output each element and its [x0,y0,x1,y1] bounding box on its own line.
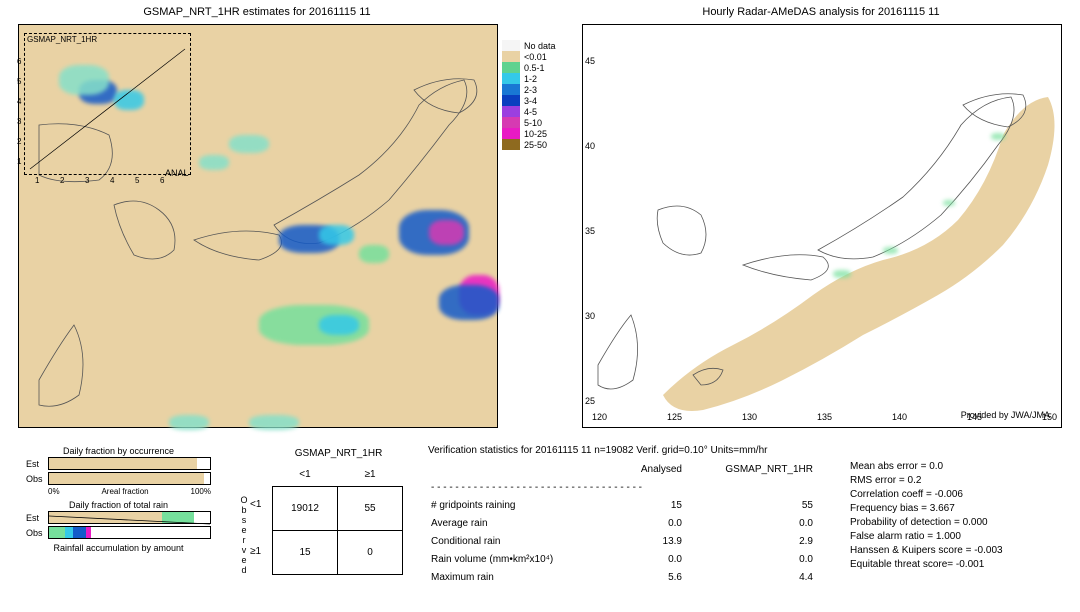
ct-10: 15 [273,530,338,574]
contingency-table: <1 ≥1 19012 55 15 0 [272,463,403,575]
verif-row-name: Rain volume (mm•km²x10⁴) [430,552,609,568]
occ-est-bar [48,457,211,470]
right-map [582,24,1062,428]
scale-left: 0% [48,487,60,496]
verif-row-a: 15 [611,498,700,514]
verif-panel: Verification statistics for 20161115 11 … [428,444,833,588]
verif-table: Analysed GSMAP_NRT_1HR - - - - - - - - -… [428,460,833,588]
score-line: False alarm ratio = 1.000 [850,530,1003,544]
verif-row-b: 0.0 [702,516,831,532]
ct-01: 55 [338,486,403,530]
legend-item: 3-4 [502,95,556,106]
left-map-title: GSMAP_NRT_1HR estimates for 20161115 11 [18,6,496,18]
ct-00: 19012 [273,486,338,530]
verif-row-name: # gridpoints raining [430,498,609,514]
scale-right: 100% [191,487,211,496]
contingency-panel: GSMAP_NRT_1HR Observed <1 ≥1 <1 ≥1 19012… [238,448,403,575]
row-lt-label: <1 [250,488,272,522]
scale-mid: Areal fraction [101,487,148,496]
verif-row-b: 0.0 [702,552,831,568]
verif-row-a: 5.6 [611,570,700,586]
col-lt: <1 [273,463,338,486]
verif-row-b: 2.9 [702,534,831,550]
tot-title: Daily fraction of total rain [26,500,211,510]
verif-row-b: 55 [702,498,831,514]
row-ge-label: ≥1 [250,535,272,569]
color-legend: No data<0.010.5-11-22-33-44-55-1010-2525… [502,40,556,150]
col-ge: ≥1 [338,463,403,486]
score-line: Equitable threat score= -0.001 [850,558,1003,572]
score-line: RMS error = 0.2 [850,474,1003,488]
legend-item: 1-2 [502,73,556,84]
obs-label: Obs [26,474,48,484]
tot-est-bar [48,511,211,524]
bars-panel: Daily fraction by occurrence Est Obs 0% … [26,446,211,553]
ct-title: GSMAP_NRT_1HR [274,448,403,459]
score-line: Probability of detection = 0.000 [850,516,1003,530]
score-line: Mean abs error = 0.0 [850,460,1003,474]
verif-row-name: Conditional rain [430,534,609,550]
legend-item: 25-50 [502,139,556,150]
scores-panel: Mean abs error = 0.0RMS error = 0.2Corre… [850,460,1003,572]
est-label: Est [26,459,48,469]
legend-item: 4-5 [502,106,556,117]
ct-11: 0 [338,530,403,574]
occ-title: Daily fraction by occurrence [26,446,211,456]
legend-item: No data [502,40,556,51]
right-map-title: Hourly Radar-AMeDAS analysis for 2016111… [582,6,1060,18]
legend-item: 5-10 [502,117,556,128]
verif-col2: GSMAP_NRT_1HR [702,462,831,478]
verif-row-a: 0.0 [611,552,700,568]
verif-col1: Analysed [611,462,700,478]
verif-title: Verification statistics for 20161115 11 … [428,444,833,458]
acc-title: Rainfall accumulation by amount [26,543,211,553]
score-line: Frequency bias = 3.667 [850,502,1003,516]
observed-side-label: Observed [238,463,250,575]
legend-item: 10-25 [502,128,556,139]
legend-item: <0.01 [502,51,556,62]
occ-obs-bar [48,472,211,485]
verif-row-name: Average rain [430,516,609,532]
verif-row-a: 0.0 [611,516,700,532]
score-line: Hanssen & Kuipers score = -0.003 [850,544,1003,558]
obs-label2: Obs [26,528,48,538]
verif-row-a: 13.9 [611,534,700,550]
score-line: Correlation coeff = -0.006 [850,488,1003,502]
est-label2: Est [26,513,48,523]
left-map-inset: GSMAP_NRT_1HR 123456123456 [24,33,191,175]
verif-row-b: 4.4 [702,570,831,586]
inset-anal-label: ANAL [165,168,189,178]
legend-item: 2-3 [502,84,556,95]
legend-item: 0.5-1 [502,62,556,73]
tot-obs-bar [48,526,211,539]
verif-row-name: Maximum rain [430,570,609,586]
